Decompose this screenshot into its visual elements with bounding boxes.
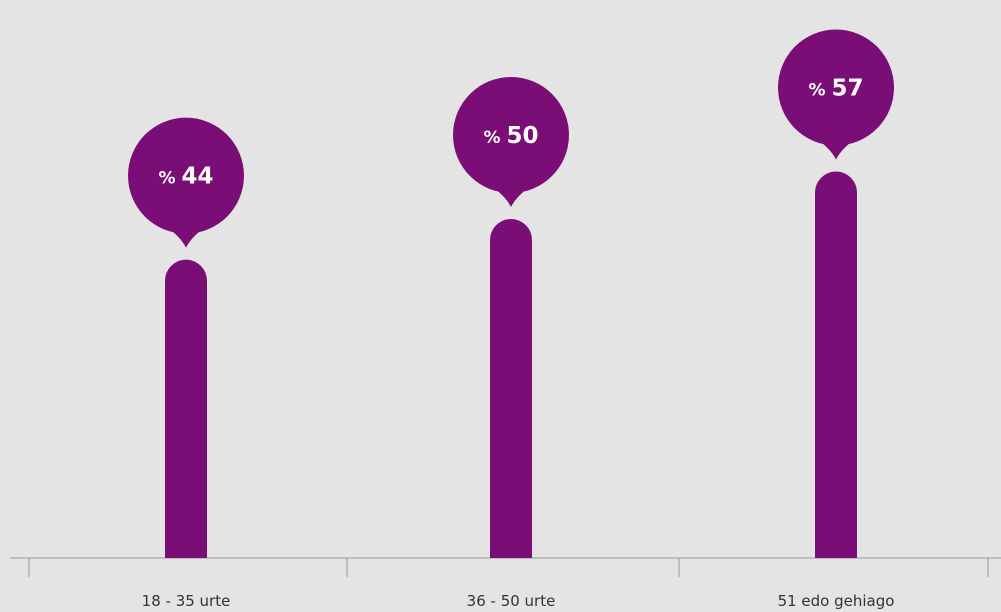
value-bubble-1: % 44 bbox=[128, 117, 244, 248]
category-labels: 18 - 35 urte 36 - 50 urte 51 edo gehiago bbox=[142, 592, 895, 610]
bubble-pointer bbox=[487, 183, 535, 207]
value-bubble-3: % 57 bbox=[778, 29, 894, 160]
x-axis-ticks bbox=[28, 558, 989, 577]
data-label: % 50 bbox=[484, 123, 539, 149]
value-bubbles: % 44 % 50 % 57 bbox=[128, 29, 894, 248]
bar-1 bbox=[165, 259, 207, 558]
data-label: % 44 bbox=[159, 164, 214, 190]
bar-3 bbox=[815, 171, 857, 558]
bubble-circle bbox=[128, 117, 244, 234]
bubble-pointer bbox=[812, 135, 860, 160]
bar-2 bbox=[490, 219, 532, 558]
bubble-pointer bbox=[162, 223, 210, 248]
bubble-circle bbox=[453, 77, 569, 193]
category-label-2: 36 - 50 urte bbox=[467, 592, 556, 610]
category-label-1: 18 - 35 urte bbox=[142, 592, 231, 610]
value-bubble-2: % 50 bbox=[453, 77, 569, 207]
category-label-3: 51 edo gehiago bbox=[778, 592, 895, 610]
bars bbox=[165, 171, 857, 558]
data-label: % 57 bbox=[809, 76, 864, 102]
bubble-circle bbox=[778, 29, 894, 146]
